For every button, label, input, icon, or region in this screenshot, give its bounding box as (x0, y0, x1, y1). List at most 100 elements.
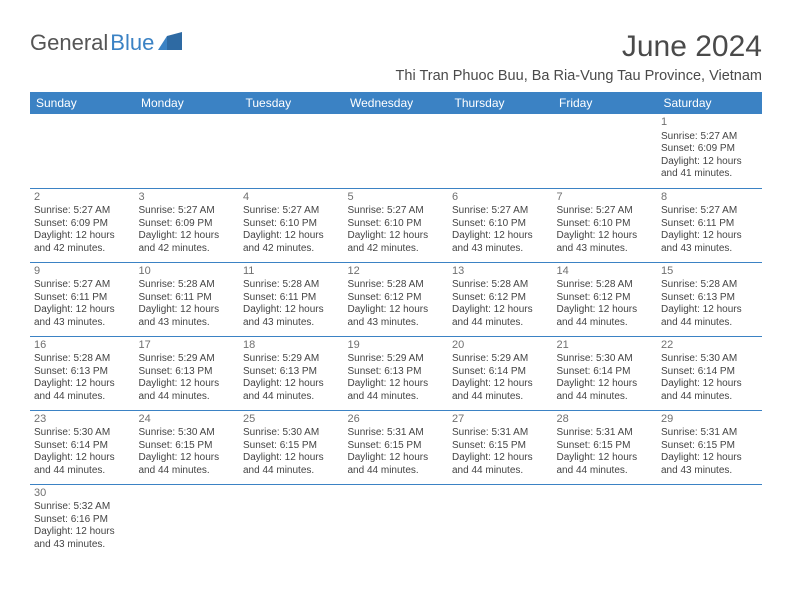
calendar-row: 1Sunrise: 5:27 AMSunset: 6:09 PMDaylight… (30, 114, 762, 188)
daylight-line: Daylight: 12 hours and 42 minutes. (348, 230, 445, 255)
calendar-cell: 23Sunrise: 5:30 AMSunset: 6:14 PMDayligh… (30, 410, 135, 484)
calendar-row: 30Sunrise: 5:32 AMSunset: 6:16 PMDayligh… (30, 484, 762, 558)
weekday-header: Wednesday (344, 92, 449, 114)
daylight-line: Daylight: 12 hours and 44 minutes. (452, 452, 549, 477)
calendar-cell: 8Sunrise: 5:27 AMSunset: 6:11 PMDaylight… (657, 188, 762, 262)
day-number: 3 (139, 191, 236, 205)
sunset-line: Sunset: 6:11 PM (243, 292, 340, 305)
calendar-cell-empty (448, 114, 553, 188)
day-number: 21 (557, 339, 654, 353)
sunrise-line: Sunrise: 5:29 AM (452, 353, 549, 366)
sunrise-line: Sunrise: 5:28 AM (34, 353, 131, 366)
title-block: June 2024 Thi Tran Phuoc Buu, Ba Ria-Vun… (396, 30, 762, 84)
sunset-line: Sunset: 6:14 PM (34, 440, 131, 453)
sunrise-line: Sunrise: 5:29 AM (348, 353, 445, 366)
calendar-row: 23Sunrise: 5:30 AMSunset: 6:14 PMDayligh… (30, 410, 762, 484)
daylight-line: Daylight: 12 hours and 44 minutes. (34, 378, 131, 403)
sunset-line: Sunset: 6:14 PM (452, 366, 549, 379)
calendar-row: 9Sunrise: 5:27 AM Sunset: 6:11 PM Daylight… (30, 262, 762, 336)
logo-text-1: General (30, 30, 108, 56)
calendar-cell: 6Sunrise: 5:27 AMSunset: 6:10 PMDaylight… (448, 188, 553, 262)
sunset-line: Sunset: 6:15 PM (348, 440, 445, 453)
weekday-header: Tuesday (239, 92, 344, 114)
day-number: 13 (452, 265, 549, 279)
day-number: 17 (139, 339, 236, 353)
calendar-cell: 18Sunrise: 5:29 AMSunset: 6:13 PMDayligh… (239, 336, 344, 410)
day-number: 7 (557, 191, 654, 205)
calendar-cell: 12Sunrise: 5:28 AMSunset: 6:12 PMDayligh… (344, 262, 449, 336)
location: Thi Tran Phuoc Buu, Ba Ria-Vung Tau Prov… (396, 68, 762, 84)
daylight-line: Daylight: 12 hours and 43 minutes. (557, 230, 654, 255)
calendar-cell-empty (239, 484, 344, 558)
sunrise-line: Sunrise: 5:28 AM (452, 279, 549, 292)
sunset-line: Sunset: 6:11 PM (661, 218, 758, 231)
sunrise-line: Sunrise: 5:32 AM (34, 501, 131, 514)
calendar-cell: 11Sunrise: 5:28 AMSunset: 6:11 PMDayligh… (239, 262, 344, 336)
daylight-line: Daylight: 12 hours and 41 minutes. (661, 156, 758, 181)
daylight-line: Daylight: 12 hours and 43 minutes. (34, 304, 131, 329)
day-number: 18 (243, 339, 340, 353)
sunrise-line: Sunrise: 5:28 AM (139, 279, 236, 292)
sunrise-line: Sunrise: 5:28 AM (557, 279, 654, 292)
weekday-header: Sunday (30, 92, 135, 114)
day-number: 24 (139, 413, 236, 427)
calendar-cell-empty (553, 114, 658, 188)
day-number: 16 (34, 339, 131, 353)
sunset-line: Sunset: 6:12 PM (557, 292, 654, 305)
daylight-line: Daylight: 12 hours and 44 minutes. (452, 378, 549, 403)
daylight-line: Daylight: 12 hours and 44 minutes. (139, 452, 236, 477)
day-number: 2 (34, 191, 131, 205)
calendar-cell: 25Sunrise: 5:30 AMSunset: 6:15 PMDayligh… (239, 410, 344, 484)
day-number: 9 (34, 265, 131, 279)
sunrise-line: Sunrise: 5:27 AM (34, 279, 131, 292)
calendar-cell: 21Sunrise: 5:30 AMSunset: 6:14 PMDayligh… (553, 336, 658, 410)
sunset-line: Sunset: 6:15 PM (139, 440, 236, 453)
sunrise-line: Sunrise: 5:30 AM (139, 427, 236, 440)
calendar-cell: 27Sunrise: 5:31 AMSunset: 6:15 PMDayligh… (448, 410, 553, 484)
calendar-cell: 5Sunrise: 5:27 AMSunset: 6:10 PMDaylight… (344, 188, 449, 262)
sunrise-line: Sunrise: 5:27 AM (661, 131, 758, 144)
sunset-line: Sunset: 6:16 PM (34, 514, 131, 527)
sunset-line: Sunset: 6:09 PM (139, 218, 236, 231)
daylight-line: Daylight: 12 hours and 44 minutes. (661, 304, 758, 329)
logo: GeneralBlue (30, 30, 184, 56)
sunrise-line: Sunrise: 5:31 AM (557, 427, 654, 440)
sunset-line: Sunset: 6:09 PM (34, 218, 131, 231)
day-number: 23 (34, 413, 131, 427)
calendar-cell-empty (30, 114, 135, 188)
sunset-line: Sunset: 6:13 PM (348, 366, 445, 379)
calendar-cell: 30Sunrise: 5:32 AMSunset: 6:16 PMDayligh… (30, 484, 135, 558)
weekday-header: Monday (135, 92, 240, 114)
day-number: 30 (34, 487, 131, 501)
sunrise-line: Sunrise: 5:28 AM (348, 279, 445, 292)
calendar-cell: 7Sunrise: 5:27 AMSunset: 6:10 PMDaylight… (553, 188, 658, 262)
day-number: 8 (661, 191, 758, 205)
weekday-row: SundayMondayTuesdayWednesdayThursdayFrid… (30, 92, 762, 114)
sunrise-line: Sunrise: 5:27 AM (243, 205, 340, 218)
calendar-cell: 2Sunrise: 5:27 AMSunset: 6:09 PMDaylight… (30, 188, 135, 262)
sunrise-line: Sunrise: 5:30 AM (557, 353, 654, 366)
calendar-cell-empty (553, 484, 658, 558)
sunset-line: Sunset: 6:11 PM (139, 292, 236, 305)
daylight-line: Daylight: 12 hours and 43 minutes. (348, 304, 445, 329)
sunrise-line: Sunrise: 5:27 AM (34, 205, 131, 218)
calendar-cell: 14Sunrise: 5:28 AMSunset: 6:12 PMDayligh… (553, 262, 658, 336)
calendar-cell-empty (239, 114, 344, 188)
day-number: 11 (243, 265, 340, 279)
calendar-cell: 9Sunrise: 5:27 AMSunset: 6:11 PMDaylight… (30, 262, 135, 336)
calendar-cell: 4Sunrise: 5:27 AMSunset: 6:10 PMDaylight… (239, 188, 344, 262)
daylight-line: Daylight: 12 hours and 44 minutes. (557, 378, 654, 403)
day-number: 19 (348, 339, 445, 353)
calendar-cell: 20Sunrise: 5:29 AMSunset: 6:14 PMDayligh… (448, 336, 553, 410)
sunset-line: Sunset: 6:10 PM (243, 218, 340, 231)
calendar-row: 16Sunrise: 5:28 AMSunset: 6:13 PMDayligh… (30, 336, 762, 410)
sunrise-line: Sunrise: 5:27 AM (139, 205, 236, 218)
daylight-line: Daylight: 12 hours and 44 minutes. (34, 452, 131, 477)
calendar-table: SundayMondayTuesdayWednesdayThursdayFrid… (30, 92, 762, 558)
calendar-cell: 10Sunrise: 5:28 AMSunset: 6:11 PMDayligh… (135, 262, 240, 336)
sunset-line: Sunset: 6:13 PM (243, 366, 340, 379)
sunrise-line: Sunrise: 5:31 AM (452, 427, 549, 440)
daylight-line: Daylight: 12 hours and 44 minutes. (243, 452, 340, 477)
daylight-line: Daylight: 12 hours and 44 minutes. (243, 378, 340, 403)
sunrise-line: Sunrise: 5:31 AM (661, 427, 758, 440)
